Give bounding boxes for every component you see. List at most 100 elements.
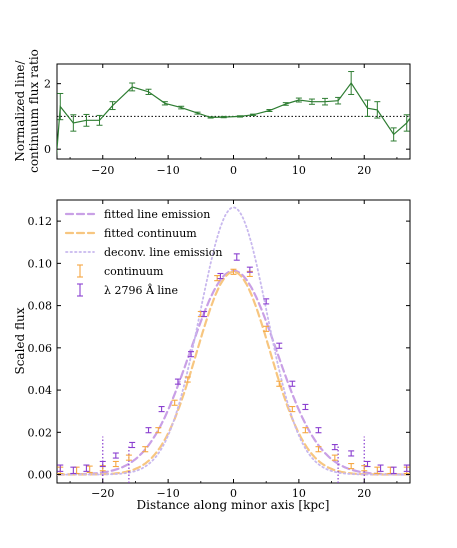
continuum-errorbar xyxy=(171,399,178,406)
continuum-errorbar xyxy=(263,325,270,332)
continuum-errorbar xyxy=(86,465,93,473)
legend: fitted line emission fitted continuum deco… xyxy=(64,208,222,297)
ratio-xtick-label: 10 xyxy=(292,164,306,177)
legend-fitted-line-emission-label: fitted line emission xyxy=(104,208,210,221)
line-errorbar xyxy=(331,444,338,451)
continuum-errorbar xyxy=(289,405,296,413)
ratio-errorbar xyxy=(308,98,315,105)
line-errorbar xyxy=(188,351,195,358)
legend-line-2796-label: λ 2796 Å line xyxy=(104,283,178,297)
continuum-errorbar xyxy=(374,466,381,475)
continuum-errorbar xyxy=(214,275,221,282)
legend-continuum: continuum xyxy=(77,264,164,278)
ratio-errorbar xyxy=(207,116,214,119)
flux-plot-frame xyxy=(56,199,411,484)
ratio-errorbar xyxy=(161,101,168,106)
ratio-xtick-label: −10 xyxy=(157,164,180,177)
line-errorbar xyxy=(276,342,283,349)
line-errorbar xyxy=(390,466,397,475)
ratio-xtick-label: −20 xyxy=(91,164,114,177)
ratio-axis-ticks: −20 −10 0 10 20 0 2 xyxy=(44,64,410,177)
fitted-continuum-curve xyxy=(57,270,410,476)
flux-xtick-label: 0 xyxy=(230,487,237,500)
legend-fitted-line-emission: fitted line emission xyxy=(64,208,210,221)
line-errorbar xyxy=(99,460,106,468)
flux-ytick-label: 0.10 xyxy=(28,257,53,270)
ratio-errorbar xyxy=(403,114,410,132)
continuum-errorbar xyxy=(361,465,368,472)
legend-deconv-line-emission-label: deconv. line emission xyxy=(104,246,222,259)
ratio-ytick-label: 0 xyxy=(44,143,51,156)
flux-xtick-label: 20 xyxy=(357,487,371,500)
flux-ytick-label: 0.12 xyxy=(28,215,53,228)
line-errorbar xyxy=(377,464,384,472)
flux-xtick-label: 10 xyxy=(292,487,306,500)
ratio-xtick-label: 0 xyxy=(230,164,237,177)
continuum-errorbar xyxy=(73,466,80,475)
ratio-ylabel-line-2: continuum flux ratio xyxy=(27,49,41,173)
line-errorbar xyxy=(315,427,322,434)
continuum-errorbar xyxy=(125,454,132,461)
ratio-ylabel-line-1: Normalized line/ xyxy=(13,59,27,161)
line-errorbar xyxy=(174,378,181,385)
ratio-plot-frame xyxy=(56,63,411,160)
ratio-ytick-label: 2 xyxy=(44,78,51,91)
flux-ytick-label: 0.08 xyxy=(28,300,53,313)
ratio-errorbar xyxy=(194,111,201,115)
flux-ylabel: Scaled flux xyxy=(13,307,27,374)
ratio-errorbar xyxy=(57,92,64,121)
ratio-errorbar xyxy=(220,115,227,119)
continuum-errorbar xyxy=(276,380,283,387)
ratio-xtick-label: 20 xyxy=(357,164,371,177)
ratio-errorbar xyxy=(348,71,355,95)
line-errorbar xyxy=(158,405,165,413)
line-errorbar xyxy=(129,441,136,449)
continuum-errorbar xyxy=(331,454,338,461)
ratio-errorbar xyxy=(390,127,397,142)
deconv-line-emission-curve xyxy=(57,206,410,476)
ratio-errorbar xyxy=(250,113,257,116)
line-errorbar xyxy=(57,464,64,472)
continuum-errorbar xyxy=(112,460,119,468)
legend-deconv-line-emission: deconv. line emission xyxy=(65,246,222,259)
ratio-errorbar xyxy=(282,102,289,106)
line-errorbar xyxy=(145,427,152,434)
ratio-errorbar xyxy=(364,99,371,117)
flux-ytick-label: 0.02 xyxy=(28,426,53,439)
ratio-panel: −20 −10 0 10 20 0 2 Normalized line/ continuum… xyxy=(13,49,411,177)
line-errorbar xyxy=(263,298,270,305)
flux-ytick-label: 0.06 xyxy=(28,342,53,355)
line-errorbar xyxy=(302,403,309,411)
ratio-errorbar xyxy=(322,97,329,106)
flux-ytick-label: 0.04 xyxy=(28,384,53,397)
flux-xlabel: Distance along minor axis [kpc] xyxy=(137,498,330,512)
ratio-errorbar xyxy=(374,101,381,119)
line-errorbar xyxy=(364,460,371,468)
continuum-errorbar xyxy=(387,466,394,475)
flux-panel: −20 −10 0 10 200.000.020.040.060.080.100.12 … xyxy=(13,199,411,512)
legend-fitted-continuum-label: fitted continuum xyxy=(104,227,197,240)
ratio-errorbar xyxy=(335,96,342,105)
ratio-series-line xyxy=(57,81,410,157)
line-errorbar xyxy=(348,450,355,457)
continuum-errorbar xyxy=(302,427,309,434)
line-errorbar xyxy=(112,452,119,459)
continuum-errorbar xyxy=(348,463,355,470)
continuum-errorbar xyxy=(315,446,322,453)
ratio-errorbar xyxy=(145,88,152,95)
ratio-errorbar xyxy=(266,109,273,112)
line-errorbar xyxy=(403,464,410,472)
line-errorbar xyxy=(201,310,208,318)
ratio-errorbar xyxy=(237,115,244,118)
ratio-errorbar xyxy=(178,105,185,110)
ratio-errorbar xyxy=(295,97,302,103)
line-errorbar xyxy=(217,272,224,280)
flux-xtick-label: −10 xyxy=(157,487,180,500)
line-errorbar xyxy=(246,266,253,273)
continuum-errorbar xyxy=(142,446,149,453)
legend-line-2796: λ 2796 Å line xyxy=(77,283,178,297)
continuum-errorbar xyxy=(155,427,162,434)
ratio-errorbar xyxy=(96,114,103,126)
ratio-errorbar xyxy=(70,114,77,132)
line-errorbar xyxy=(289,380,296,387)
